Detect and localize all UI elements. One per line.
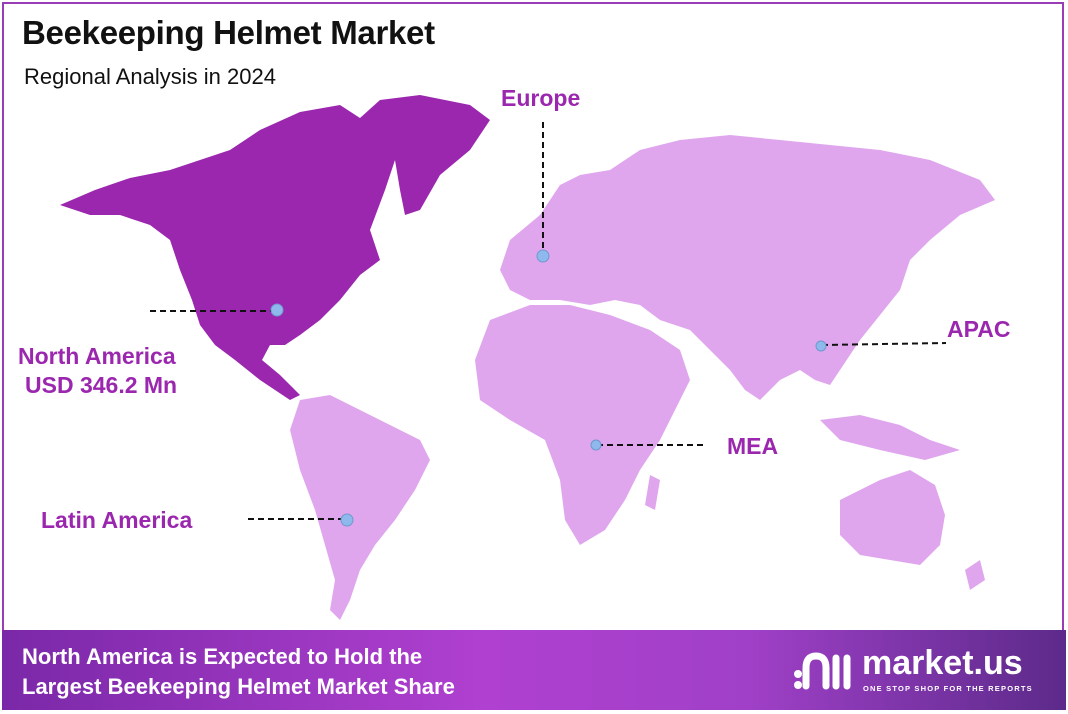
label-mea: MEA [727, 433, 779, 459]
footer-line-2: Largest Beekeeping Helmet Market Share [22, 674, 455, 699]
marker-mea [590, 439, 602, 451]
marker-latin-america [340, 513, 354, 527]
market-us-logo: market.us ONE STOP SHOP FOR THE REPORTS [792, 644, 1052, 698]
region-oceania-shape [840, 470, 945, 565]
page-subtitle: Regional Analysis in 2024 [24, 64, 276, 89]
region-eurasia-shape [500, 135, 995, 400]
logo-wordmark: market.us [862, 644, 1023, 682]
marker-north-america [270, 303, 284, 317]
footer-banner: North America is Expected to Hold the La… [2, 630, 1066, 710]
marker-europe [536, 249, 550, 263]
label-apac: APAC [947, 316, 1011, 342]
logo-tagline: ONE STOP SHOP FOR THE REPORTS [863, 684, 1033, 693]
page-title: Beekeeping Helmet Market [22, 14, 435, 51]
region-mea-shape [475, 305, 690, 545]
footer-line-1: North America is Expected to Hold the [22, 644, 423, 669]
footer-text: North America is Expected to Hold the La… [22, 642, 455, 702]
label-latin-america: Latin America [41, 507, 193, 533]
label-europe: Europe [501, 85, 581, 111]
label-north-america: North America [18, 343, 176, 369]
region-latin-america-shape [290, 395, 430, 620]
value-north-america: USD 346.2 Mn [25, 372, 178, 398]
market-us-logo-icon [794, 652, 851, 690]
marker-apac [815, 340, 827, 352]
region-north-america-shape [60, 95, 490, 400]
world-map [60, 95, 995, 620]
